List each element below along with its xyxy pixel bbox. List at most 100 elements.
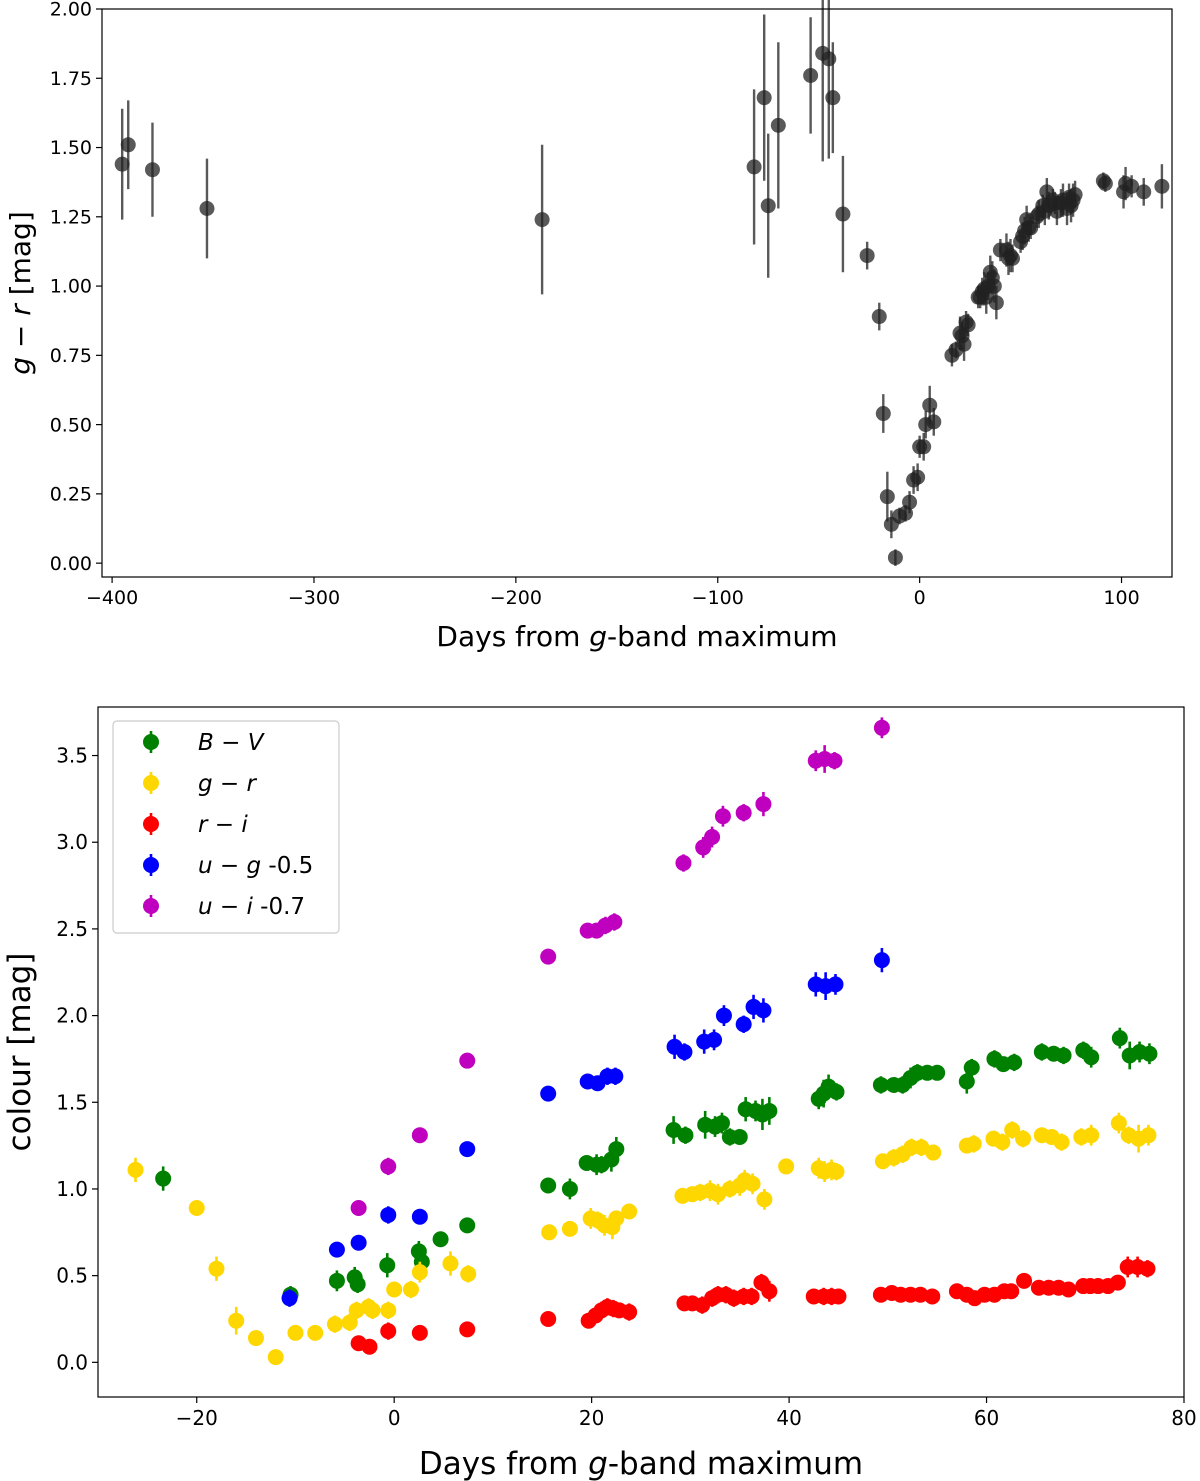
y-tick-label: 0.00 bbox=[50, 553, 92, 575]
data-point bbox=[706, 1031, 723, 1048]
data-point bbox=[1023, 220, 1039, 236]
x-tick-label: −100 bbox=[692, 587, 744, 609]
data-point bbox=[411, 1208, 428, 1225]
data-point bbox=[963, 1059, 980, 1076]
y-tick-label: 2.5 bbox=[56, 917, 88, 941]
data-point bbox=[755, 796, 772, 813]
data-point bbox=[1111, 1030, 1128, 1047]
data-point bbox=[267, 1349, 284, 1366]
data-point bbox=[1139, 1260, 1156, 1277]
data-point bbox=[361, 1338, 378, 1355]
data-point bbox=[380, 1206, 397, 1223]
data-point bbox=[364, 1302, 381, 1319]
data-point bbox=[1006, 1054, 1023, 1071]
x-tick-label: 80 bbox=[1171, 1406, 1196, 1430]
legend-marker bbox=[143, 857, 159, 873]
data-point bbox=[1067, 187, 1083, 203]
data-point bbox=[879, 489, 895, 505]
data-point bbox=[965, 1135, 982, 1152]
data-point bbox=[756, 1191, 773, 1208]
data-point bbox=[380, 1302, 397, 1319]
data-point bbox=[828, 1163, 845, 1180]
data-point bbox=[922, 397, 938, 413]
top-y-axis-label: g − r [mag] bbox=[4, 211, 37, 375]
data-point bbox=[287, 1324, 304, 1341]
legend-marker bbox=[143, 734, 159, 750]
data-point bbox=[561, 1180, 578, 1197]
bottom-x-ticks: −20 0 20 40 60 80 bbox=[176, 1397, 1197, 1430]
data-point bbox=[761, 1102, 778, 1119]
y-tick-label: 0.50 bbox=[50, 414, 92, 436]
top-x-axis-label: Days from g-band maximum bbox=[436, 620, 837, 653]
data-point bbox=[188, 1200, 205, 1217]
data-point bbox=[676, 1044, 693, 1060]
data-point bbox=[677, 1127, 694, 1144]
data-point bbox=[341, 1314, 358, 1331]
x-tick-label: 0 bbox=[388, 1406, 401, 1430]
data-point bbox=[350, 1234, 367, 1251]
data-point bbox=[761, 1283, 778, 1300]
data-point bbox=[328, 1241, 345, 1258]
bottom-data-points bbox=[127, 717, 1158, 1366]
data-point bbox=[746, 159, 762, 175]
legend-marker bbox=[143, 898, 159, 914]
x-tick-label: 20 bbox=[579, 1406, 604, 1430]
data-point bbox=[887, 550, 903, 566]
y-tick-label: 1.0 bbox=[56, 1177, 88, 1201]
data-point bbox=[778, 1158, 795, 1175]
data-point bbox=[859, 248, 875, 264]
data-point bbox=[459, 1052, 476, 1069]
data-point bbox=[735, 804, 752, 821]
series-1-points bbox=[127, 1112, 1157, 1366]
x-tick-label: 0 bbox=[914, 587, 926, 609]
legend-item: u − i -0.7 bbox=[143, 894, 305, 920]
data-point bbox=[902, 494, 918, 510]
data-point bbox=[411, 1324, 428, 1341]
data-point bbox=[608, 1210, 625, 1227]
data-point bbox=[328, 1272, 345, 1289]
data-point bbox=[1004, 1122, 1021, 1139]
data-point bbox=[1033, 1044, 1050, 1060]
x-tick-label: 40 bbox=[776, 1406, 801, 1430]
y-tick-label: 0.25 bbox=[50, 484, 92, 506]
data-point bbox=[958, 1073, 975, 1090]
data-point bbox=[873, 952, 890, 969]
legend-item: B − V bbox=[143, 730, 266, 756]
y-tick-label: 1.75 bbox=[50, 68, 92, 90]
data-point bbox=[1141, 1045, 1158, 1062]
bottom-plot-frame bbox=[97, 706, 1185, 1398]
y-tick-label: 3.0 bbox=[56, 830, 88, 854]
legend-label: r − i bbox=[198, 812, 248, 838]
data-point bbox=[910, 469, 926, 485]
data-point bbox=[695, 839, 712, 856]
data-point bbox=[873, 719, 890, 736]
data-point bbox=[540, 948, 557, 965]
data-point bbox=[621, 1304, 638, 1321]
legend-item: g − r bbox=[143, 771, 258, 797]
data-point bbox=[442, 1255, 459, 1272]
data-point bbox=[925, 1144, 942, 1161]
data-point bbox=[1110, 1115, 1127, 1132]
data-point bbox=[621, 1203, 638, 1220]
data-point bbox=[1053, 1134, 1070, 1151]
y-tick-label: 0.75 bbox=[50, 345, 92, 367]
data-point bbox=[744, 1175, 761, 1192]
series-3-points bbox=[281, 947, 890, 1307]
data-point bbox=[828, 1083, 845, 1100]
data-point bbox=[1136, 184, 1152, 200]
top-x-ticks: −400 −300 −200 −100 0 100 bbox=[86, 577, 1140, 609]
top-plot-frame bbox=[101, 8, 1173, 578]
legend-item: r − i bbox=[143, 812, 248, 838]
data-point bbox=[731, 1128, 748, 1145]
data-point bbox=[607, 1068, 624, 1085]
data-point bbox=[830, 1288, 847, 1305]
data-point bbox=[1083, 1049, 1100, 1066]
data-point bbox=[459, 1141, 476, 1158]
data-point bbox=[827, 976, 844, 993]
data-point bbox=[1097, 176, 1113, 192]
data-point bbox=[835, 206, 851, 222]
data-point bbox=[534, 212, 550, 228]
bottom-x-axis-label: Days from g-band maximum bbox=[419, 1446, 863, 1481]
data-point bbox=[960, 317, 976, 333]
